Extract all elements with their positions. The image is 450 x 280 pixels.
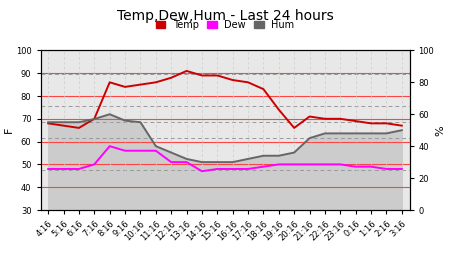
Y-axis label: F: F: [4, 127, 14, 133]
Legend: Temp, Dew, Hum: Temp, Dew, Hum: [156, 20, 294, 30]
Y-axis label: %: %: [436, 125, 446, 136]
Title: Temp,Dew,Hum - Last 24 hours: Temp,Dew,Hum - Last 24 hours: [117, 9, 333, 23]
